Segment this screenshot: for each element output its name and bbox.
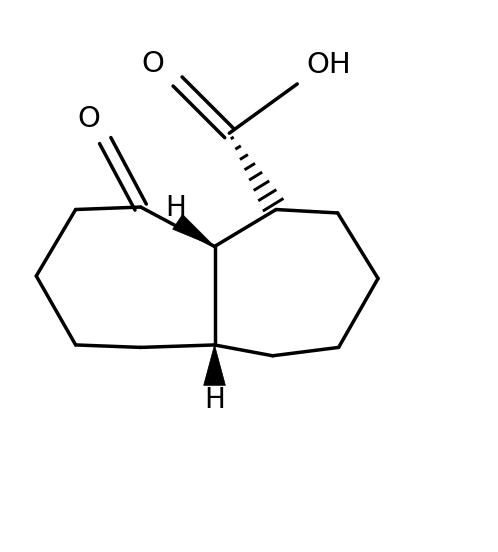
Polygon shape (204, 345, 226, 385)
Text: O: O (141, 50, 164, 78)
Text: O: O (78, 105, 101, 134)
Polygon shape (173, 215, 215, 246)
Text: H: H (204, 386, 225, 414)
Text: H: H (166, 194, 187, 222)
Text: OH: OH (306, 51, 351, 79)
